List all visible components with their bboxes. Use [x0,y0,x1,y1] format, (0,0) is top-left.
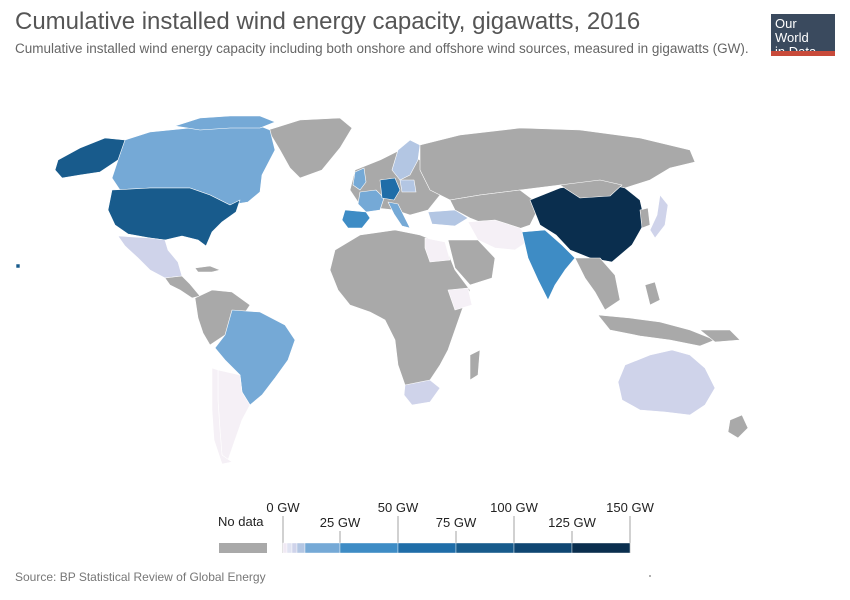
country-poland[interactable] [399,179,417,193]
footer-dot [649,575,651,577]
country-sweden-norway[interactable] [391,139,421,181]
region-arabia[interactable] [447,239,496,286]
chart-title: Cumulative installed wind energy capacit… [15,8,641,35]
legend-tick-label: 75 GW [436,515,477,530]
country-egypt[interactable] [424,237,451,263]
region-papua[interactable] [699,329,741,343]
logo-accent-bar [771,51,835,56]
legend-bin[interactable] [282,542,288,554]
logo-line-1: Our World [775,16,809,45]
legend-bin[interactable] [455,542,515,554]
country-madagascar[interactable] [469,349,481,381]
country-russia[interactable] [419,127,696,201]
country-france[interactable] [357,189,385,213]
legend-bin[interactable] [513,542,573,554]
country-greenland[interactable] [267,117,353,179]
country-united-states[interactable] [107,187,241,247]
legend-bin[interactable] [304,542,341,554]
legend-bin[interactable] [296,542,306,554]
region-indonesia[interactable] [597,314,716,347]
region-southeast-asia[interactable] [574,257,621,311]
legend-bin[interactable] [397,542,457,554]
country-mexico[interactable] [117,235,183,279]
source-note[interactable]: Source: BP Statistical Review of Global … [15,570,266,584]
country-germany[interactable] [379,177,401,201]
country-japan[interactable] [649,194,669,239]
legend-tick-label: 100 GW [490,500,538,515]
legend-tick-label: 50 GW [378,500,419,515]
country-australia[interactable] [617,349,716,416]
country-ethiopia[interactable] [447,287,473,311]
legend-no-data-swatch[interactable] [219,543,267,553]
country-turkey[interactable] [427,209,469,227]
country-italy[interactable] [387,201,411,229]
map-legend: No data 0 GW 25 GW 50 GW 75 GW 100 GW 125 GW 1… [218,500,655,554]
owid-logo[interactable]: Our World in Data [771,14,835,59]
chart-subtitle: Cumulative installed wind energy capacit… [15,41,749,56]
legend-tick-label: 25 GW [320,515,361,530]
country-new-zealand[interactable] [727,414,749,439]
country-spain[interactable] [341,209,371,229]
legend-tick-label: 150 GW [606,500,654,515]
country-canada-islands[interactable] [174,115,276,131]
legend-bin[interactable] [286,542,293,554]
country-philippines[interactable] [644,281,661,306]
country-india[interactable] [521,229,576,301]
country-chile[interactable] [211,367,233,465]
country-iran-pakistan[interactable] [467,219,531,251]
legend-tick-label: 125 GW [548,515,596,530]
country-south-africa[interactable] [403,379,441,406]
legend-bin[interactable] [291,542,298,554]
region-central-america[interactable] [164,275,201,299]
region-africa[interactable] [329,229,471,391]
legend-bin[interactable] [571,542,631,554]
country-united-kingdom[interactable] [352,167,367,191]
region-hawaii[interactable] [15,263,21,269]
legend-bin[interactable] [339,542,399,554]
country-brazil[interactable] [214,309,296,406]
region-caribbean[interactable] [194,265,221,273]
legend-no-data-label: No data [218,514,264,529]
world-map[interactable] [0,100,850,480]
country-mongolia[interactable] [559,179,623,199]
country-korea[interactable] [639,207,651,229]
legend-tick-label: 0 GW [266,500,300,515]
